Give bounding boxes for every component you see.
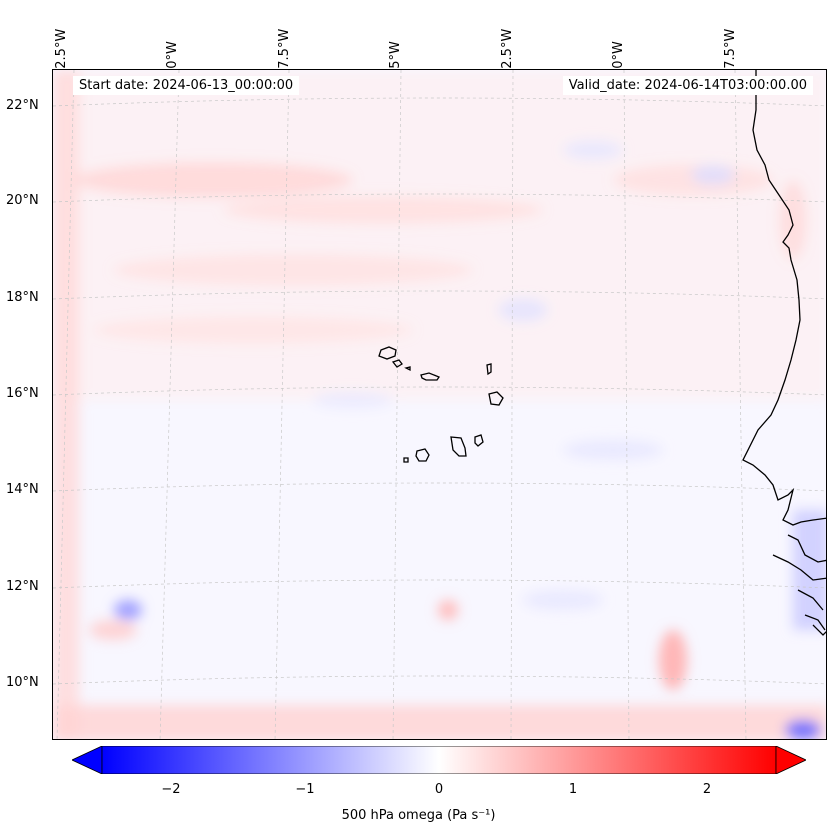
field-patch-neg xyxy=(793,510,826,630)
lat-label-22n: 22°N xyxy=(6,98,39,113)
cape-verde-maio xyxy=(474,434,484,447)
colorbar-tick-label: −1 xyxy=(295,782,315,797)
lat-label-12n: 12°N xyxy=(6,579,39,594)
field-patch-pos xyxy=(223,196,543,224)
field-patch-neg xyxy=(498,298,548,322)
colorbar-tick-label: 1 xyxy=(568,782,578,797)
field-patch-pos xyxy=(53,705,826,739)
field-patch-neg xyxy=(563,440,663,460)
cape-verde-fogo xyxy=(415,448,430,462)
colorbar-tick-label: −2 xyxy=(161,782,181,797)
lat-label-10n: 10°N xyxy=(6,675,39,690)
field-patch-pos xyxy=(89,620,137,640)
parallel xyxy=(53,579,826,589)
field-patch-pos xyxy=(613,164,773,196)
meridian xyxy=(159,70,180,739)
field-patch-pos xyxy=(53,70,826,400)
colorbar-tick-label: 0 xyxy=(434,782,444,797)
field-patch-neg xyxy=(563,140,623,160)
cape-verde-santiago xyxy=(450,436,467,457)
field-patch-neg xyxy=(114,600,142,620)
parallel xyxy=(53,97,826,107)
colorbar-label: 500 hPa omega (Pa s⁻¹) xyxy=(341,808,496,823)
field-patch-pos xyxy=(73,162,353,198)
meridian xyxy=(510,70,514,739)
valid-date-label: Valid_date: 2024-06-14T03:00:00.00 xyxy=(562,76,813,95)
field-patch-pos xyxy=(438,600,458,620)
colorbar-gradient xyxy=(101,745,777,775)
african-coastline xyxy=(742,70,826,636)
field-patch-neg xyxy=(691,165,735,185)
omega-field xyxy=(53,70,826,739)
cape-verde-sao-vicente xyxy=(391,359,403,368)
meridian xyxy=(734,70,747,739)
lat-label-20n: 20°N xyxy=(6,193,39,208)
parallel xyxy=(53,482,826,492)
field-patch-pos xyxy=(659,630,687,690)
parallel xyxy=(53,290,826,300)
omega-field-map xyxy=(53,70,826,739)
meridian xyxy=(56,70,75,739)
cape-verde-santa-luzia xyxy=(404,366,411,372)
gridlines xyxy=(53,70,826,739)
field-patch-pos xyxy=(53,70,79,739)
field-patch-neg xyxy=(785,720,821,739)
map-panel xyxy=(52,69,827,740)
parallel xyxy=(53,193,826,203)
field-patch-pos xyxy=(113,254,473,286)
meridian xyxy=(623,70,630,739)
coastlines xyxy=(378,70,826,636)
colorbar-tick-label: 2 xyxy=(702,782,712,797)
colorbar-svg xyxy=(71,745,807,778)
field-patch-pos xyxy=(93,316,413,344)
meridian xyxy=(392,70,402,739)
cape-verde-sao-nicolau xyxy=(420,372,440,381)
lat-label-14n: 14°N xyxy=(6,482,39,497)
cape-verde-brava xyxy=(403,457,409,463)
lat-label-16n: 16°N xyxy=(6,386,39,401)
colorbar-extend-low xyxy=(71,745,103,775)
parallel xyxy=(53,675,826,685)
cape-verde-sal xyxy=(486,363,492,376)
colorbar-extend-high xyxy=(775,745,807,775)
parallel xyxy=(53,386,826,396)
meridian xyxy=(274,70,290,739)
field-patch-neg xyxy=(523,590,603,610)
field-patch-neg xyxy=(313,392,393,408)
cape-verde-santo-antao xyxy=(378,346,397,360)
cape-verde-boa-vista xyxy=(488,391,504,406)
lat-label-18n: 18°N xyxy=(6,290,39,305)
field-patch-pos xyxy=(779,180,807,260)
start-date-label: Start date: 2024-06-13_00:00:00 xyxy=(73,76,300,95)
colorbar xyxy=(71,745,807,778)
